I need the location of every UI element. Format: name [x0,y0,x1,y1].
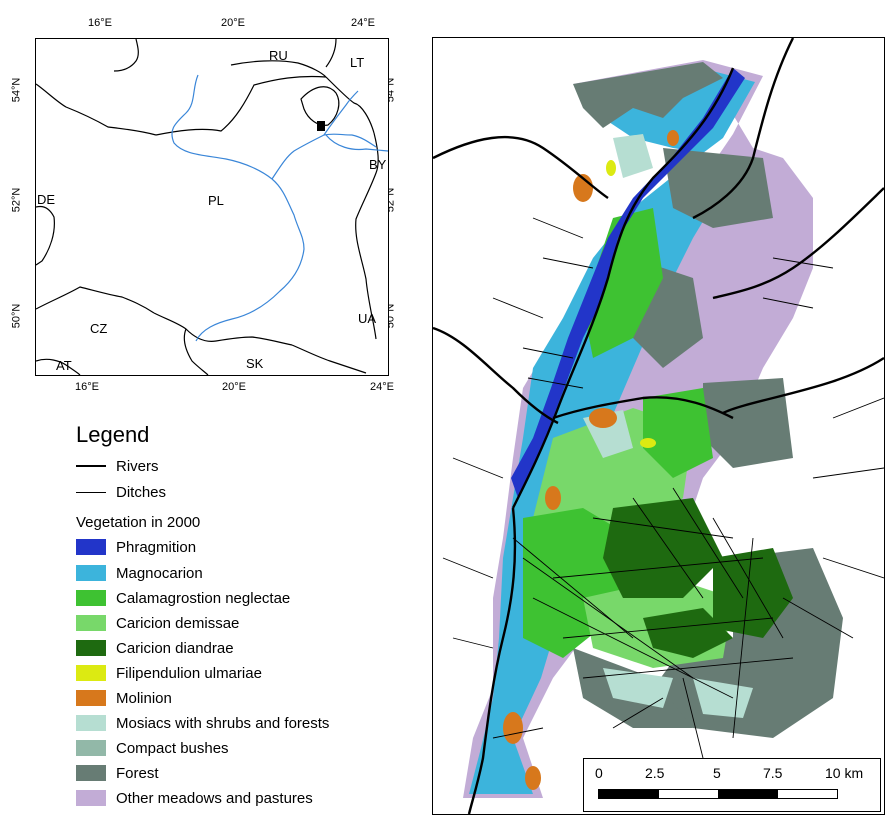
scale-seg-4 [777,790,837,798]
legend-item-compact-bushes: Compact bushes [76,737,229,759]
legend-label: Mosiacs with shrubs and forests [116,714,330,732]
legend-item-ditches: Ditches [76,481,166,503]
legend-label: Molinion [116,689,172,707]
legend-item-molinion: Molinion [76,687,172,709]
legend-item-rivers: Rivers [76,455,159,477]
swatch-mosaics [76,715,106,731]
legend-label: Magnocarion [116,564,203,582]
legend-title: Legend [76,422,150,447]
swatch-caricion-diandrae [76,640,106,656]
country-label-pl: PL [208,193,224,208]
vegetation-map-drawing [433,38,884,814]
country-borders [35,38,379,376]
inset-map-drawing [35,38,389,376]
country-label-at: AT [56,358,72,373]
legend-label: Other meadows and pastures [116,789,313,807]
legend-item-phragmition: Phragmition [76,536,196,558]
legend-item-calamagrostion: Calamagrostion neglectae [76,587,290,609]
legend-label: Compact bushes [116,739,229,757]
scale-label-0: 0 [595,765,603,781]
inset-bottom-tick-24: 24°E [370,381,394,393]
swatch-calamagrostion [76,590,106,606]
inset-top-tick-20: 20°E [221,17,245,29]
scale-bar-segments [598,789,838,799]
country-label-cz: CZ [90,321,108,336]
thin-line-symbol [76,491,106,493]
scale-label-10-km: 10 km [825,765,864,781]
inset-top-tick-16: 16°E [88,17,112,29]
inset-left-tick-50: 50°N [10,303,23,329]
legend-item-forest: Forest [76,762,159,784]
rivers [433,38,884,814]
scale-seg-1 [599,790,659,798]
country-label-de: DE [37,192,56,207]
legend-label: Filipendulion ulmariae [116,664,262,682]
legend-label: Caricion diandrae [116,639,234,657]
country-label-lt: LT [350,55,365,70]
swatch-magnocarion [76,565,106,581]
legend-label: Forest [116,764,159,782]
swatch-phragmition [76,539,106,555]
inset-left-tick-52: 52°N [10,187,23,213]
country-label-ru: RU [269,48,288,63]
inset-map: RU LT BY DE PL CZ UA AT SK [35,38,389,376]
country-label-ua: UA [358,311,377,326]
scale-label-5: 5 [713,765,721,781]
swatch-compact-bushes [76,740,106,756]
study-area-marker [317,121,325,131]
legend-item-magnocarion: Magnocarion [76,562,203,584]
swatch-caricion-demissae [76,615,106,631]
scale-seg-3 [718,790,778,798]
country-label-by: BY [369,157,387,172]
phragmition-zone [511,68,745,498]
swatch-filipendulion [76,665,106,681]
inset-bottom-tick-20: 20°E [222,381,246,393]
inset-top-tick-24: 24°E [351,17,375,29]
vegetation-legend-title: Vegetation in 2000 [76,514,201,531]
inset-rivers [171,74,389,342]
scale-label-7-5: 7.5 [763,765,783,781]
swatch-forest [76,765,106,781]
country-label-sk: SK [246,356,264,371]
legend-item-mosaics: Mosiacs with shrubs and forests [76,712,329,734]
scale-seg-2 [658,790,718,798]
legend-label-ditches: Ditches [116,483,167,501]
legend-item-filipendulion: Filipendulion ulmariae [76,662,262,684]
legend-label: Caricion demissae [116,614,240,632]
molinion-zones [503,130,679,790]
caricion-diandrae-zones [603,498,793,658]
inset-bottom-tick-16: 16°E [75,381,99,393]
legend-label: Calamagrostion neglectae [116,589,291,607]
scale-bar: 0 2.5 5 7.5 10 km [583,758,881,812]
swatch-molinion [76,690,106,706]
legend-item-caricion-diandrae: Caricion diandrae [76,637,234,659]
thick-line-symbol [76,465,106,467]
swatch-other-meadows [76,790,106,806]
inset-left-tick-54: 54°N [10,77,23,103]
legend-item-caricion-demissae: Caricion demissae [76,612,239,634]
filipendulion-zones [606,160,656,448]
scale-label-2-5: 2.5 [645,765,665,781]
legend-label: Phragmition [116,538,197,556]
vegetation-map: 0 2.5 5 7.5 10 km [432,37,885,815]
legend-item-other-meadows: Other meadows and pastures [76,787,313,809]
legend-label-rivers: Rivers [116,457,159,475]
ditches [442,217,884,759]
